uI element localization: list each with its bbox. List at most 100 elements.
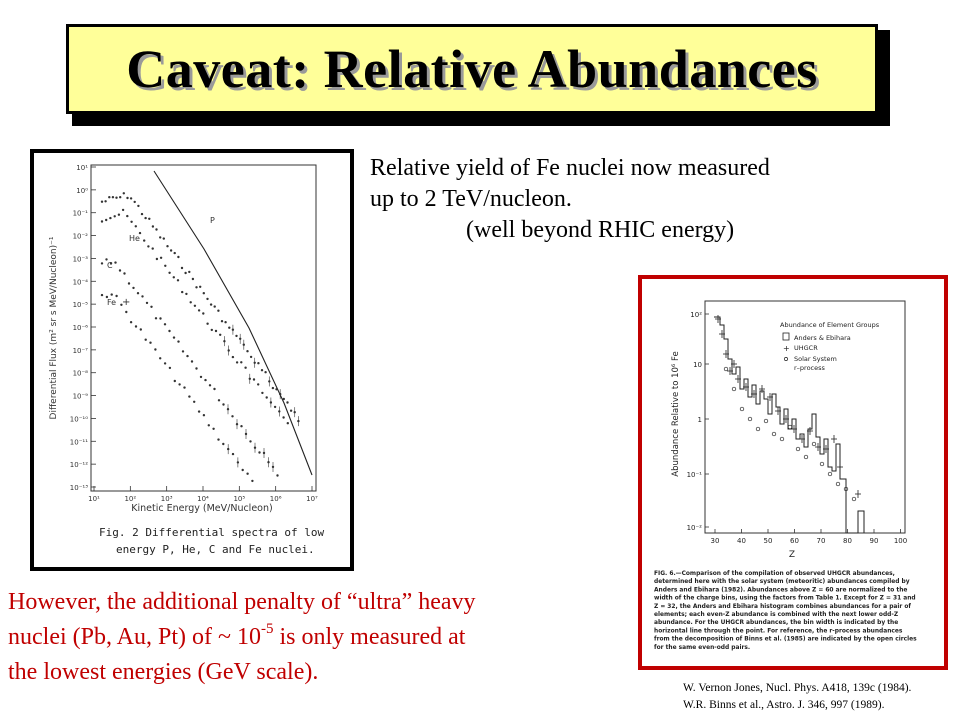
spectra-y-ticks: 10¹ 10⁰ 10⁻¹ 10⁻² 10⁻³ 10⁻⁴ 10⁻⁵ 10⁻⁶ 10⁻⁷ 10⁻⁸ 10… [70,164,96,492]
spectra-point [228,326,231,329]
solar-system-point [835,481,841,487]
spectra-point [168,366,172,370]
spectra-point [143,239,146,242]
spectra-point [114,261,117,264]
abundance-plot: 10² 10 1 10⁻¹ 10⁻² 30 40 50 60 70 80 90 100 Abundan… [654,300,917,651]
abundance-y-tick-label: 1 [698,416,702,424]
abundance-caption: FIG. 6.—Comparison of the compilation of… [654,571,917,651]
spectra-point [286,401,289,404]
spectra-point [125,310,128,314]
spectra-point [159,357,162,360]
spectra-point [181,350,185,353]
spectra-point [260,369,264,372]
spectra-point [100,200,104,203]
abundance-y-tick-label: 10 [693,361,702,369]
spectra-point [150,305,153,308]
spectra-point [127,282,131,285]
spectra-x-tick-label: 10⁴ [197,495,209,503]
spectra-y-tick-label: 10⁻¹¹ [70,438,88,446]
spectra-point [208,384,212,387]
spectra-point [282,416,285,419]
description-line3: (well beyond RHIC energy) [466,217,735,243]
spectra-point [155,228,158,231]
spectra-point [122,192,126,195]
spectra-y-tick-label: 10⁻⁴ [73,278,89,286]
solar-system-point [787,424,793,430]
reference-1: W. Vernon Jones, Nucl. Phys. A418, 139c … [683,682,912,694]
solar-system-point [803,454,809,460]
spectra-point [264,371,267,374]
spectra-point [138,231,142,235]
spectra-reference-line [153,170,313,476]
spectra-point [147,245,150,248]
spectra-point [275,388,278,391]
spectra-point [159,256,163,259]
spectra-point [240,425,243,428]
spectra-x-tick-label: 10³ [161,495,173,503]
spectra-point [144,216,147,220]
left-figure: 10¹ 10⁰ 10⁻¹ 10⁻² 10⁻³ 10⁻⁴ 10⁻⁵ 10⁻⁶ 10⁻⁷ 10⁻⁸ 10… [30,149,354,571]
spectra-point [217,309,220,312]
solar-system-point [827,471,833,477]
spectra-point [257,383,260,386]
right-figure: 10² 10 1 10⁻¹ 10⁻² 30 40 50 60 70 80 90 100 Abundan… [638,275,948,670]
spectra-point [100,293,104,297]
spectra-point [104,200,107,203]
spectra-point [121,208,125,212]
spectra-point [105,295,109,299]
spectra-point [162,237,165,240]
abundance-y-label: Abundance Relative to 10⁶ Fe [671,351,681,476]
abundance-caption-line: abundance. For the UHGCR abundances, the… [654,620,898,626]
abundance-caption-line: from the decomposition of Binns et al. (… [654,637,917,643]
spectra-point [244,366,247,369]
spectra-point [202,414,206,417]
solar-system-point [763,418,769,424]
series-label-fe: Fe [107,298,116,307]
spectra-point [180,266,184,270]
spectra-point [202,292,205,295]
spectra-point [139,328,142,331]
series-label-c: C [107,261,113,270]
spectra-y-tick-label: 10⁻⁸ [73,370,89,378]
spectra-point [134,225,137,228]
spectra-y-tick-label: 10⁻⁵ [73,301,89,309]
spectra-point [159,236,162,239]
legend-title: Abundance of Element Groups [780,321,880,329]
solar-system-point [723,366,729,372]
spectra-caption-line2: energy P, He, C and Fe nuclei. [116,543,315,556]
solar-system-point [843,486,849,492]
spectra-point [265,396,268,399]
spectra-y-label: Differential Flux (m² sr s MeV/Nucleon)⁻… [49,236,59,419]
spectra-point [163,362,167,365]
spectra-point [115,196,118,199]
spectra-point [212,427,215,430]
abundance-x-tick-label: 50 [764,537,773,545]
spectra-point [235,361,239,364]
spectra-y-tick-label: 10⁻¹⁰ [70,415,88,423]
spectra-point [154,317,158,320]
series-label-he: He [129,234,140,243]
solar-system-point [795,446,801,452]
spectra-y-tick-label: 10⁻⁹ [73,393,89,401]
spectra-point [166,245,169,248]
abundance-x-tick-label: 90 [870,537,879,545]
spectra-point [273,405,277,409]
spectra-point [176,279,180,282]
abundance-data-points [715,315,861,502]
legend-cross-icon: + [783,344,790,353]
spectra-point [286,422,289,425]
spectra-point [276,474,279,477]
legend-histogram-icon [782,332,790,341]
spectra-point [155,257,159,261]
spectra-point [249,440,252,443]
spectra-point [231,452,235,456]
spectra-y-tick-label: 10⁻¹ [73,210,89,218]
spectra-point [195,286,198,289]
spectra-point [189,301,192,304]
spectra-y-tick-label: 10¹ [76,164,88,172]
spectra-point [141,295,144,298]
spectra-plot-frame [90,164,317,492]
spectra-x-tick-label: 10¹ [88,495,100,503]
abundance-caption-line: determined here with the solar system (m… [654,579,910,585]
spectra-point [149,341,152,344]
